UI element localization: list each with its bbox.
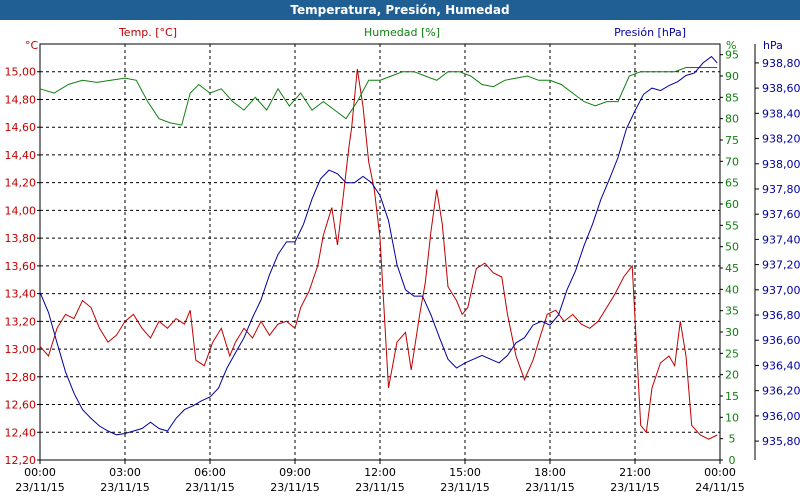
left-tick-label: 12,20 bbox=[5, 454, 37, 467]
series-line bbox=[39, 55, 718, 436]
right1-axis-unit: % bbox=[726, 39, 736, 52]
right1-tick-label: 50 bbox=[725, 241, 739, 254]
left-tick-label: 14,20 bbox=[5, 177, 37, 190]
left-tick-label: 13,00 bbox=[5, 343, 37, 356]
x-tick-time: 15:00 bbox=[449, 466, 481, 479]
x-tick-time: 00:00 bbox=[24, 466, 56, 479]
right1-tick-label: 75 bbox=[725, 134, 739, 147]
right1-tick-label: 60 bbox=[725, 198, 739, 211]
left-tick-label: 12,60 bbox=[5, 399, 37, 412]
right2-tick-label: 936,40 bbox=[762, 359, 800, 372]
x-tick-date: 23/11/15 bbox=[100, 481, 149, 494]
chart: 00:00 23/11/15 03:00 23/11/15 06:00 23/11/15 0… bbox=[5, 26, 800, 494]
right1-tick-label: 0 bbox=[729, 454, 736, 467]
right2-tick-label: 937,40 bbox=[762, 233, 800, 246]
x-tick-time: 03:00 bbox=[109, 466, 141, 479]
right1-tick-label: 90 bbox=[725, 70, 739, 83]
left-tick-label: 14,80 bbox=[5, 93, 37, 106]
right1-tick-label: 25 bbox=[725, 347, 739, 360]
x-tick-date: 23/11/15 bbox=[185, 481, 234, 494]
series-layer bbox=[39, 55, 718, 440]
series-label: Presión [hPa] bbox=[614, 26, 686, 39]
x-tick-time: 09:00 bbox=[279, 466, 311, 479]
right2-axis-unit: hPa bbox=[763, 39, 783, 52]
right1-tick-label: 20 bbox=[725, 369, 739, 382]
right2-tick-label: 938,60 bbox=[762, 82, 800, 95]
left-tick-label: 15,00 bbox=[5, 66, 37, 79]
right2-tick-label: 935,80 bbox=[762, 435, 800, 448]
left-tick-label: 12,40 bbox=[5, 426, 37, 439]
right1-tick-label: 55 bbox=[725, 219, 739, 232]
right2-tick-label: 938,00 bbox=[762, 158, 800, 171]
left-tick-label: 13,80 bbox=[5, 232, 37, 245]
right1-tick-label: 5 bbox=[729, 433, 736, 446]
right1-tick-label: 70 bbox=[725, 155, 739, 168]
x-tick-date: 23/11/15 bbox=[355, 481, 404, 494]
right1-tick-label: 45 bbox=[725, 262, 739, 275]
right2-tick-label: 936,60 bbox=[762, 334, 800, 347]
right1-tick-label: 85 bbox=[725, 91, 739, 104]
left-tick-label: 13,20 bbox=[5, 315, 37, 328]
x-tick-time: 18:00 bbox=[534, 466, 566, 479]
left-axis-unit: °C bbox=[25, 39, 39, 52]
left-tick-label: 14,40 bbox=[5, 149, 37, 162]
right2-tick-label: 938,40 bbox=[762, 107, 800, 120]
series-label: Temp. [°C] bbox=[118, 26, 177, 39]
right2-tick-label: 936,80 bbox=[762, 309, 800, 322]
right2-tick-label: 936,20 bbox=[762, 385, 800, 398]
right1-tick-label: 10 bbox=[725, 411, 739, 424]
x-tick-date: 24/11/15 bbox=[695, 481, 744, 494]
labels-layer: 00:00 23/11/15 03:00 23/11/15 06:00 23/11/15 0… bbox=[5, 26, 800, 494]
right2-tick-label: 938,80 bbox=[762, 57, 800, 70]
window-title: Temperatura, Presión, Humedad bbox=[290, 3, 510, 17]
x-tick-time: 00:00 bbox=[704, 466, 736, 479]
x-tick-time: 21:00 bbox=[619, 466, 651, 479]
right2-tick-label: 937,00 bbox=[762, 284, 800, 297]
right1-tick-label: 15 bbox=[725, 390, 739, 403]
x-tick-time: 06:00 bbox=[194, 466, 226, 479]
left-tick-label: 14,00 bbox=[5, 204, 37, 217]
series-line bbox=[39, 67, 718, 126]
right1-tick-label: 35 bbox=[725, 305, 739, 318]
x-tick-date: 23/11/15 bbox=[525, 481, 574, 494]
series-label: Humedad [%] bbox=[364, 26, 440, 39]
x-tick-time: 12:00 bbox=[364, 466, 396, 479]
grid bbox=[40, 44, 720, 460]
left-tick-label: 13,40 bbox=[5, 288, 37, 301]
right2-tick-label: 938,20 bbox=[762, 133, 800, 146]
right2-tick-label: 937,80 bbox=[762, 183, 800, 196]
right1-tick-label: 95 bbox=[725, 49, 739, 62]
right1-tick-label: 80 bbox=[725, 113, 739, 126]
series-line bbox=[39, 68, 718, 440]
right2-tick-label: 936,00 bbox=[762, 410, 800, 423]
right1-tick-label: 40 bbox=[725, 283, 739, 296]
x-tick-date: 23/11/15 bbox=[610, 481, 659, 494]
x-tick-date: 23/11/15 bbox=[270, 481, 319, 494]
left-tick-label: 13,60 bbox=[5, 260, 37, 273]
x-tick-date: 23/11/15 bbox=[440, 481, 489, 494]
left-tick-label: 12,80 bbox=[5, 371, 37, 384]
ticks-layer bbox=[37, 44, 759, 464]
right1-tick-label: 65 bbox=[725, 177, 739, 190]
right2-tick-label: 937,60 bbox=[762, 208, 800, 221]
right1-tick-label: 30 bbox=[725, 326, 739, 339]
window-title-bar: Temperatura, Presión, Humedad bbox=[0, 0, 800, 20]
x-tick-date: 23/11/15 bbox=[15, 481, 64, 494]
plot-area bbox=[39, 43, 721, 461]
right2-tick-label: 937,20 bbox=[762, 259, 800, 272]
left-tick-label: 14,60 bbox=[5, 121, 37, 134]
